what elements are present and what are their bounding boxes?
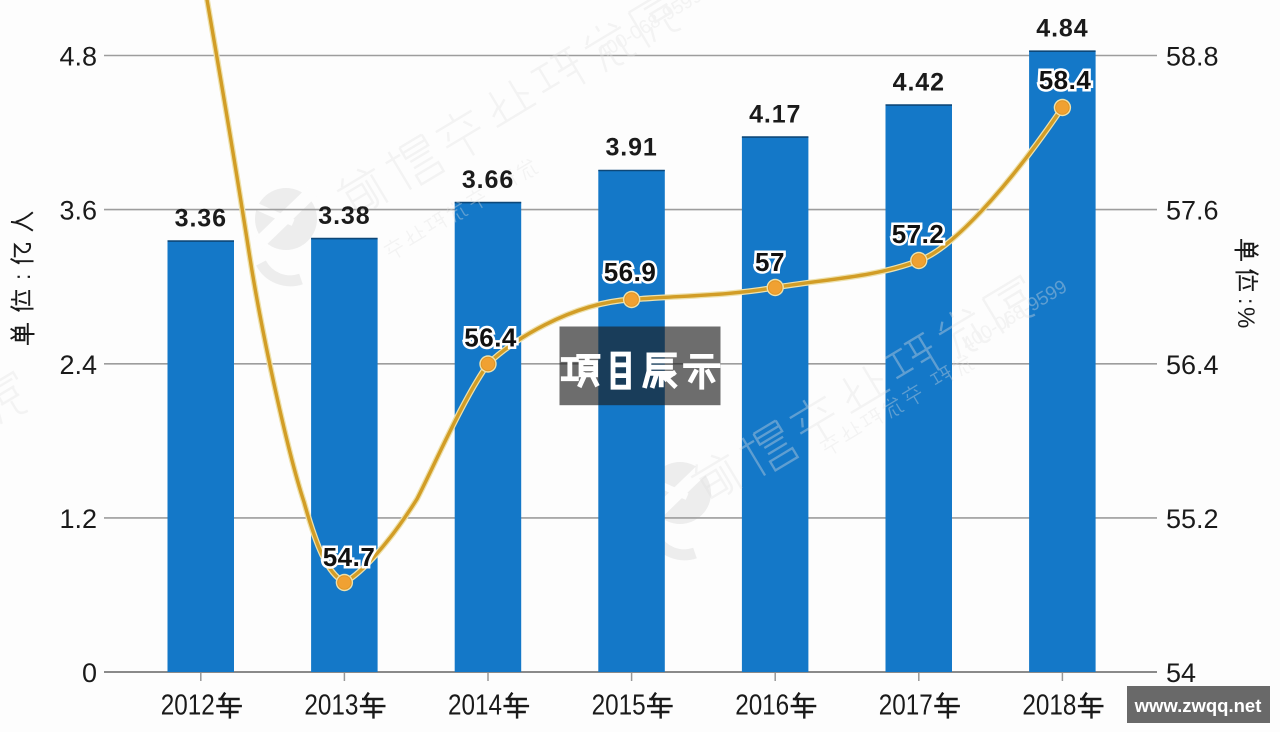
svg-text:www.zwqq.net: www.zwqq.net: [1134, 695, 1262, 716]
svg-text:2012: 2012: [161, 690, 215, 722]
svg-text::: :: [9, 274, 35, 280]
svg-text:54: 54: [1166, 658, 1196, 688]
svg-text:1.2: 1.2: [59, 504, 97, 534]
svg-text:58.8: 58.8: [1166, 42, 1219, 72]
svg-text::: :: [1234, 298, 1260, 304]
svg-text:2014: 2014: [448, 690, 502, 722]
svg-text:4.42: 4.42: [893, 68, 945, 96]
svg-text:4.84: 4.84: [1036, 14, 1088, 42]
svg-text:3.38: 3.38: [318, 202, 370, 230]
svg-text:54.7: 54.7: [323, 542, 376, 572]
svg-text:57.2: 57.2: [892, 219, 945, 249]
svg-text:0: 0: [82, 658, 97, 688]
svg-text:3.91: 3.91: [605, 134, 657, 162]
svg-text:4.8: 4.8: [59, 42, 97, 72]
svg-text:2015: 2015: [592, 690, 646, 722]
svg-text:57: 57: [755, 247, 785, 277]
svg-text:57.6: 57.6: [1166, 196, 1219, 226]
svg-text:4.17: 4.17: [749, 100, 801, 128]
svg-text:2.4: 2.4: [59, 350, 97, 380]
svg-text:2017: 2017: [879, 690, 933, 722]
svg-text:2018: 2018: [1022, 690, 1076, 722]
svg-text:3.36: 3.36: [175, 204, 227, 232]
svg-text:%: %: [1232, 307, 1259, 328]
svg-text:56.9: 56.9: [604, 257, 657, 287]
svg-text:2016: 2016: [735, 690, 789, 722]
svg-text:56.4: 56.4: [464, 322, 517, 352]
svg-text:58.4: 58.4: [1039, 65, 1092, 95]
svg-text:56.4: 56.4: [1166, 350, 1219, 380]
svg-text:3.6: 3.6: [59, 196, 97, 226]
svg-text:3.66: 3.66: [462, 166, 514, 194]
svg-text:55.2: 55.2: [1166, 504, 1219, 534]
svg-text:2013: 2013: [304, 690, 358, 722]
